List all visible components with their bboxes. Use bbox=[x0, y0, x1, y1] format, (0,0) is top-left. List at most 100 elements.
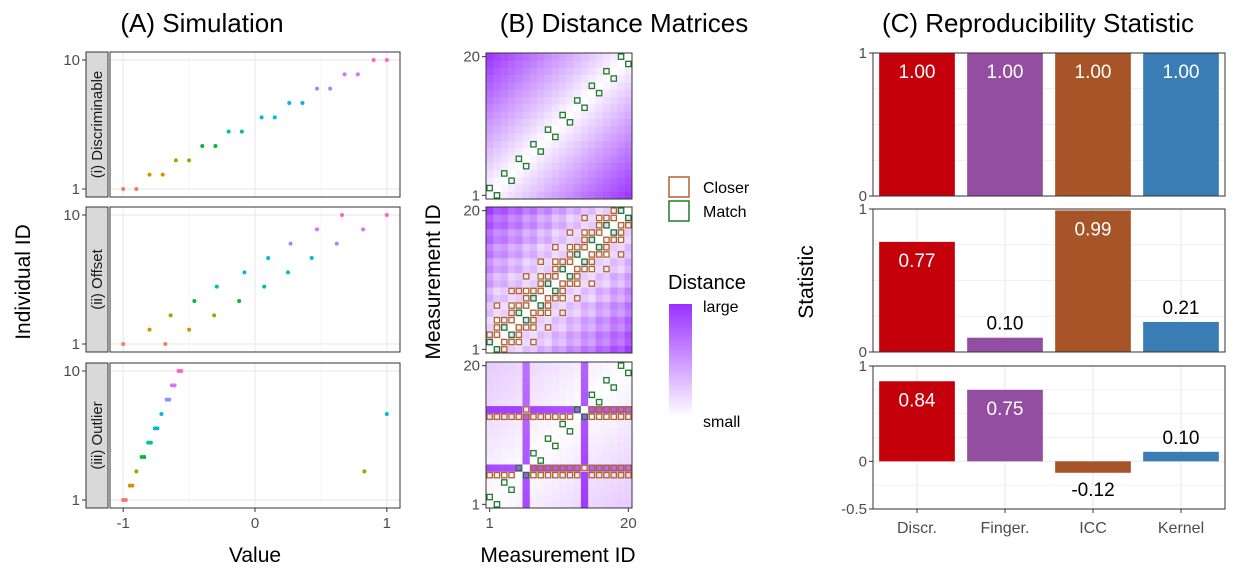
heatmap-cell bbox=[559, 207, 567, 215]
heatmap-cell bbox=[551, 405, 560, 414]
heatmap-cell bbox=[595, 280, 604, 288]
facet-strip-label: (iii) Outlier bbox=[89, 401, 106, 469]
heatmap-cell bbox=[566, 294, 574, 303]
heatmap-cell bbox=[500, 331, 509, 339]
bar bbox=[967, 337, 1043, 352]
heatmap-cell bbox=[573, 82, 582, 90]
heatmap-cell bbox=[610, 449, 618, 458]
heatmap-cell bbox=[537, 376, 545, 385]
heatmap-cell bbox=[624, 228, 633, 237]
heatmap-cell bbox=[602, 53, 611, 61]
heatmap-cell bbox=[507, 405, 516, 414]
heatmap-cell bbox=[588, 500, 596, 509]
heatmap-cell bbox=[588, 60, 596, 68]
heatmap-cell bbox=[522, 405, 531, 414]
heatmap-cell bbox=[559, 442, 567, 450]
heatmap-cell bbox=[566, 383, 574, 392]
bar bbox=[879, 381, 955, 462]
heatmap-cell bbox=[595, 250, 604, 259]
closer-box bbox=[588, 280, 596, 287]
heatmap-cell bbox=[588, 323, 596, 332]
heatmap-cell bbox=[529, 427, 538, 436]
heatmap-cell bbox=[515, 184, 523, 192]
heatmap-cell bbox=[573, 413, 582, 421]
heatmap-cell bbox=[493, 383, 501, 392]
heatmap-cell bbox=[522, 126, 531, 134]
data-point bbox=[328, 86, 333, 91]
heatmap-cell bbox=[551, 177, 560, 185]
heatmap-cell bbox=[573, 280, 582, 288]
heatmap-cell bbox=[588, 456, 596, 465]
heatmap-cell bbox=[580, 111, 589, 119]
heatmap-cell bbox=[566, 228, 574, 237]
heatmap-cell bbox=[588, 147, 596, 156]
heatmap-cell bbox=[493, 133, 501, 141]
heatmap-cell bbox=[580, 449, 589, 458]
heatmap-cell bbox=[493, 493, 501, 501]
closer-box bbox=[537, 471, 545, 479]
heatmap-cell bbox=[559, 369, 567, 377]
heatmap-cell bbox=[588, 331, 596, 339]
heatmap-cell bbox=[515, 493, 523, 501]
match-box bbox=[625, 60, 632, 68]
heatmap-cell bbox=[507, 413, 516, 421]
closer-box bbox=[493, 471, 501, 479]
heatmap-cell bbox=[493, 67, 501, 76]
bar-value-label: 1.00 bbox=[899, 62, 936, 83]
closer-box bbox=[537, 287, 545, 295]
heatmap-cell bbox=[537, 236, 545, 244]
heatmap-cell bbox=[544, 111, 552, 119]
heatmap-cell bbox=[544, 74, 552, 83]
heatmap-cell bbox=[544, 191, 552, 200]
heatmap-cell bbox=[551, 111, 560, 119]
heatmap-cell bbox=[559, 169, 567, 178]
match-box bbox=[530, 294, 537, 302]
heatmap-cell bbox=[610, 147, 618, 156]
heatmap-cell bbox=[529, 118, 538, 127]
y-tick-label: 1 bbox=[859, 201, 867, 218]
heatmap-cell bbox=[573, 228, 582, 237]
heatmap-cell bbox=[529, 391, 538, 399]
heatmap-cell bbox=[580, 60, 589, 68]
heatmap-cell bbox=[580, 456, 589, 465]
heatmap-cell bbox=[595, 316, 604, 325]
heatmap-cell bbox=[515, 500, 523, 509]
closer-box bbox=[566, 243, 574, 251]
heatmap-cell bbox=[551, 391, 560, 399]
heatmap-cell bbox=[559, 155, 567, 163]
heatmap-cell bbox=[573, 250, 582, 259]
heatmap-cell bbox=[610, 243, 618, 252]
match-box bbox=[552, 133, 559, 141]
heatmap-cell bbox=[602, 236, 611, 244]
bar-value-label: -0.12 bbox=[1071, 480, 1114, 501]
panel-a-title: (A) Simulation bbox=[120, 8, 283, 38]
closer-box bbox=[515, 287, 523, 295]
closer-box bbox=[617, 236, 625, 244]
y-tick-label: 1 bbox=[72, 336, 80, 353]
heatmap-cell bbox=[544, 140, 552, 149]
heatmap-cell bbox=[507, 442, 516, 450]
heatmap-cell bbox=[537, 427, 545, 436]
data-point bbox=[121, 187, 126, 191]
heatmap-cell bbox=[580, 478, 589, 487]
heatmap-cell bbox=[486, 301, 494, 310]
heatmap-cell bbox=[515, 111, 523, 119]
heatmap-cell bbox=[529, 420, 538, 428]
closer-box bbox=[530, 324, 537, 331]
closer-box bbox=[603, 243, 610, 251]
heatmap-cell bbox=[551, 258, 560, 266]
heatmap-cell bbox=[617, 405, 625, 414]
heatmap-cell bbox=[602, 464, 611, 472]
heatmap-cell bbox=[493, 338, 501, 346]
heatmap-cell bbox=[522, 486, 531, 494]
match-box bbox=[559, 111, 566, 119]
heatmap-cell bbox=[588, 118, 596, 127]
closer-box bbox=[486, 331, 493, 339]
heatmap-cell bbox=[624, 280, 633, 288]
heatmap-cell bbox=[566, 391, 574, 399]
heatmap-cell bbox=[544, 250, 552, 259]
heatmap-cell bbox=[559, 162, 567, 171]
closer-box bbox=[522, 324, 530, 331]
heatmap-cell bbox=[610, 287, 618, 295]
heatmap-cell bbox=[529, 493, 538, 501]
